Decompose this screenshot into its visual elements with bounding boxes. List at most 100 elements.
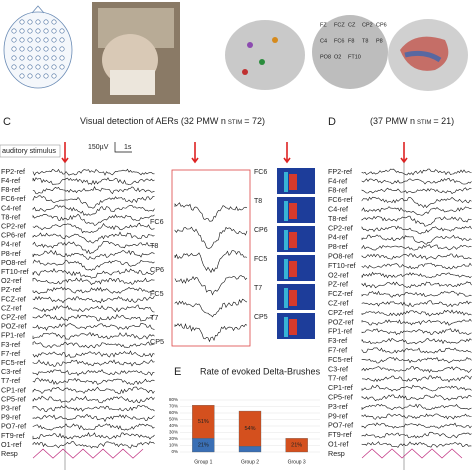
electrode (51, 37, 57, 43)
channel-label: PO7-ref (328, 421, 353, 430)
electrode (35, 37, 41, 43)
spectrogram-hot (289, 174, 297, 190)
eeg-trace (32, 168, 155, 176)
channel-label: O2-ref (328, 270, 348, 279)
channel-label: CP2-ref (1, 222, 26, 231)
channel-label: FCZ-ref (328, 289, 353, 298)
channel-label: CP2-ref (328, 223, 353, 232)
channel-label: P9-ref (328, 411, 348, 420)
eeg-trace (32, 204, 155, 216)
electrode-label: F8 (348, 38, 354, 44)
y-tick-label: 50% (169, 417, 178, 422)
channel-label: PZ-ref (328, 280, 348, 289)
bar-segment (192, 405, 215, 439)
eeg-trace (32, 369, 155, 377)
eeg-trace (32, 304, 155, 313)
channel-label: FC5-ref (328, 355, 352, 364)
spectrogram-hot (289, 290, 297, 306)
spectrogram-mid (284, 317, 288, 337)
electrode (51, 28, 57, 34)
spectrogram-label: T8 (254, 198, 262, 205)
eeg-trace (32, 213, 155, 226)
electrode (35, 64, 41, 70)
eeg-trace (361, 271, 472, 279)
eeg-trace (361, 206, 472, 216)
electrode (19, 19, 25, 25)
y-tick-label: 0% (171, 449, 178, 454)
resp-trace (32, 448, 144, 459)
electrode-label: CP6 (376, 22, 387, 28)
panel-title: Visual detection of AERs (32 PMW n STIM = … (80, 116, 265, 126)
zoom-channel-label: FC6 (150, 217, 164, 226)
channel-label: O1-ref (1, 440, 21, 449)
spectrogram-mid (284, 201, 288, 221)
channel-label: FT9-ref (1, 431, 25, 440)
channel-label: F8-ref (1, 185, 20, 194)
electrode (11, 37, 17, 43)
electrode-label: FZ (320, 22, 327, 28)
channel-label: C4-ref (328, 205, 348, 214)
eeg-trace (361, 215, 472, 227)
electrode (35, 19, 41, 25)
y-tick-label: 10% (169, 443, 178, 448)
eeg-trace (32, 240, 155, 255)
channel-label: P9-ref (1, 413, 21, 422)
bar-segment (238, 410, 262, 447)
eeg-trace (361, 196, 472, 209)
photo (92, 2, 180, 104)
channel-label: F3-ref (328, 336, 347, 345)
channel-label: F7-ref (328, 346, 347, 355)
eeg-trace (361, 413, 472, 420)
electrode-label: O2 (334, 54, 341, 60)
channel-label: C3-ref (1, 367, 21, 376)
eeg-trace (361, 168, 472, 176)
value-label: 21% (291, 443, 302, 449)
channel-label: CP1-ref (328, 383, 353, 392)
channel-label: FP1-ref (1, 331, 25, 340)
channel-label: FC6-ref (328, 195, 352, 204)
eeg-trace (361, 394, 472, 402)
eeg-trace (174, 202, 248, 222)
eeg-trace (32, 423, 155, 431)
channel-label: CP5-ref (328, 393, 353, 402)
electrode (59, 55, 65, 61)
spectrogram-hot (289, 203, 297, 219)
eeg-trace (32, 222, 155, 234)
electrode (19, 28, 25, 34)
channel-label: T8-ref (328, 214, 347, 223)
stimulus-arrow (61, 142, 69, 164)
eeg-trace (361, 187, 472, 195)
electrode (27, 73, 33, 79)
eeg-trace (174, 323, 248, 343)
electrode-label: FC6 (334, 38, 344, 44)
eeg-trace (361, 244, 472, 251)
electrode (27, 55, 33, 61)
electrode-label: CP2 (362, 22, 373, 28)
stimulus-arrow (283, 142, 291, 164)
eeg-trace (32, 313, 155, 322)
y-tick-label: 30% (169, 430, 178, 435)
eeg-trace (32, 377, 155, 386)
channel-label: F4-ref (328, 176, 347, 185)
channel-label: FP2-ref (328, 167, 352, 176)
electrode (59, 46, 65, 52)
eeg-trace (32, 341, 155, 349)
x-tick-label: Group 1 (194, 459, 212, 465)
eeg-trace (174, 226, 248, 249)
electrode (51, 73, 57, 79)
eeg-trace (32, 295, 155, 304)
y-tick-label: 80% (169, 397, 178, 402)
y-tick-label: 60% (169, 410, 178, 415)
panel-label: C (3, 116, 11, 128)
electrode (43, 73, 49, 79)
eeg-trace (361, 384, 472, 392)
spectrogram-label: FC6 (254, 169, 267, 176)
channel-label: CP1-ref (1, 385, 26, 394)
electrode (27, 19, 33, 25)
eeg-trace (361, 177, 472, 185)
eeg-trace (361, 366, 472, 374)
eeg-trace (361, 225, 472, 235)
eeg-trace (361, 318, 472, 326)
channel-label: T7-ref (1, 376, 20, 385)
eeg-trace (32, 405, 155, 413)
